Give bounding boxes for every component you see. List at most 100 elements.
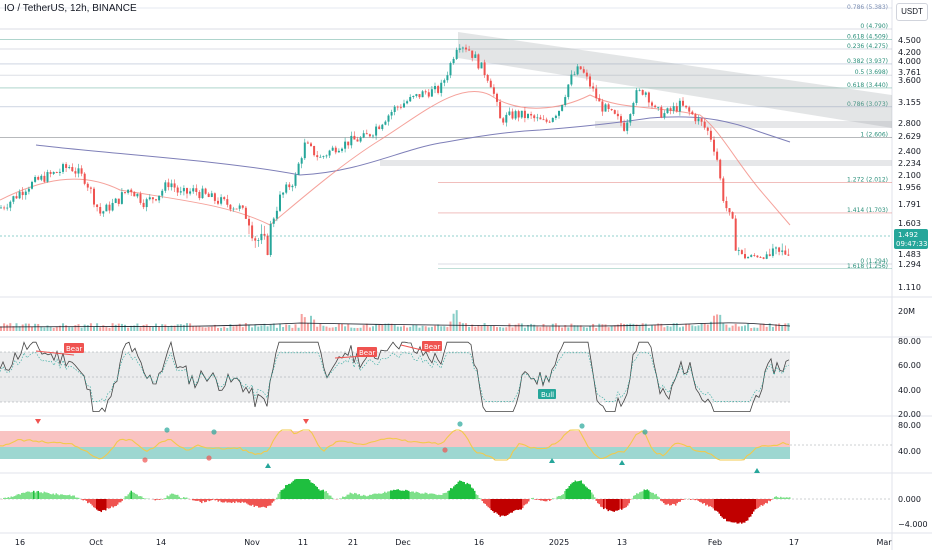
time-tick: 13 [617, 538, 627, 547]
volume-bar [359, 327, 362, 331]
volume-bar [189, 323, 192, 331]
candle-body [737, 250, 740, 251]
candle-body [226, 199, 229, 205]
volume-bar [511, 327, 514, 331]
volume-bar [192, 325, 195, 331]
volume-bar [635, 324, 638, 331]
volume-bar [182, 324, 185, 331]
price-tick: 1.603 [898, 219, 921, 228]
momentum-bar [133, 492, 135, 499]
volume-bars [0, 310, 790, 331]
volume-bar [83, 324, 86, 331]
volume-bar [176, 324, 179, 331]
momentum-bar [121, 499, 123, 501]
momentum-bar [426, 492, 428, 499]
momentum-bar [85, 499, 87, 501]
volume-bar [220, 327, 223, 331]
candle-body [350, 135, 353, 146]
momentum-bar [624, 499, 626, 508]
momentum-bar [433, 493, 435, 499]
volume-bar [523, 327, 526, 331]
momentum-tick: −4.000 [898, 520, 928, 529]
candle-body [74, 171, 77, 174]
volume-bar [585, 327, 588, 331]
momentum-bar [708, 499, 710, 507]
momentum-bar [609, 499, 611, 511]
candle-body [775, 247, 777, 249]
momentum-bar [339, 498, 341, 499]
volume-bar [496, 327, 498, 331]
candle-body [406, 101, 409, 104]
momentum-bar [96, 499, 98, 510]
candle-body [213, 193, 216, 201]
volume-bar [285, 324, 288, 331]
momentum-bar [361, 495, 363, 499]
momentum-bar [507, 499, 509, 516]
momentum-bar [526, 499, 528, 504]
candle-body [579, 66, 582, 70]
momentum-bar [538, 499, 540, 501]
momentum-bar [423, 493, 425, 499]
momentum-bar [462, 481, 464, 499]
momentum-bar [354, 492, 356, 499]
momentum-bar [729, 499, 731, 522]
candle-body [310, 143, 312, 146]
candle-body [455, 49, 458, 59]
momentum-bar [195, 499, 197, 501]
candle-body [244, 207, 247, 219]
candle-body [263, 233, 266, 236]
momentum-bar [196, 499, 198, 501]
volume-bar [282, 327, 285, 331]
momentum-bar [679, 499, 681, 502]
volume-bar [223, 326, 226, 331]
volume-bar [272, 323, 275, 331]
volume-bar [418, 327, 421, 331]
volume-bar [350, 327, 353, 331]
momentum-bar [543, 499, 545, 501]
momentum-bar [504, 499, 506, 517]
momentum-bar [21, 493, 23, 499]
momentum-bar [732, 499, 734, 523]
candle-body [536, 117, 539, 119]
candle-body [647, 92, 650, 103]
volume-bar [756, 327, 759, 331]
volume-bar [27, 323, 30, 331]
momentum-bar [721, 499, 723, 518]
momentum-bar [292, 480, 294, 499]
momentum-bar [639, 492, 641, 499]
momentum-bar [424, 492, 426, 499]
momentum-bar [223, 499, 225, 503]
candle-body [629, 114, 632, 123]
momentum-bar [586, 487, 588, 499]
momentum-bar [34, 492, 36, 499]
momentum-bar [372, 494, 374, 499]
momentum-bar [391, 490, 393, 499]
volume-bar [694, 326, 697, 331]
momentum-bar [211, 499, 213, 501]
momentum-bar [112, 499, 114, 508]
candle-body [744, 254, 746, 259]
candle-body [403, 103, 405, 108]
momentum-bar [105, 499, 107, 511]
volume-bar [316, 326, 319, 331]
currency-unit-button[interactable]: USDT [896, 3, 928, 21]
signal-triangle [619, 460, 625, 465]
candle-body [77, 168, 80, 174]
oscillator-markers [35, 419, 760, 473]
candle-body [381, 124, 384, 130]
momentum-bar [655, 493, 657, 499]
momentum-bar [91, 499, 93, 506]
momentum-bar [19, 494, 21, 499]
volume-bar [167, 326, 170, 331]
momentum-bar [643, 489, 645, 499]
momentum-bar [471, 487, 473, 499]
momentum-bar [756, 499, 758, 509]
momentum-bar [108, 499, 110, 509]
momentum-bar [177, 494, 179, 499]
momentum-bar [724, 499, 726, 519]
momentum-bar [208, 499, 210, 502]
momentum-bar [432, 493, 434, 499]
momentum-bar [265, 499, 267, 508]
momentum-bar [181, 498, 183, 499]
